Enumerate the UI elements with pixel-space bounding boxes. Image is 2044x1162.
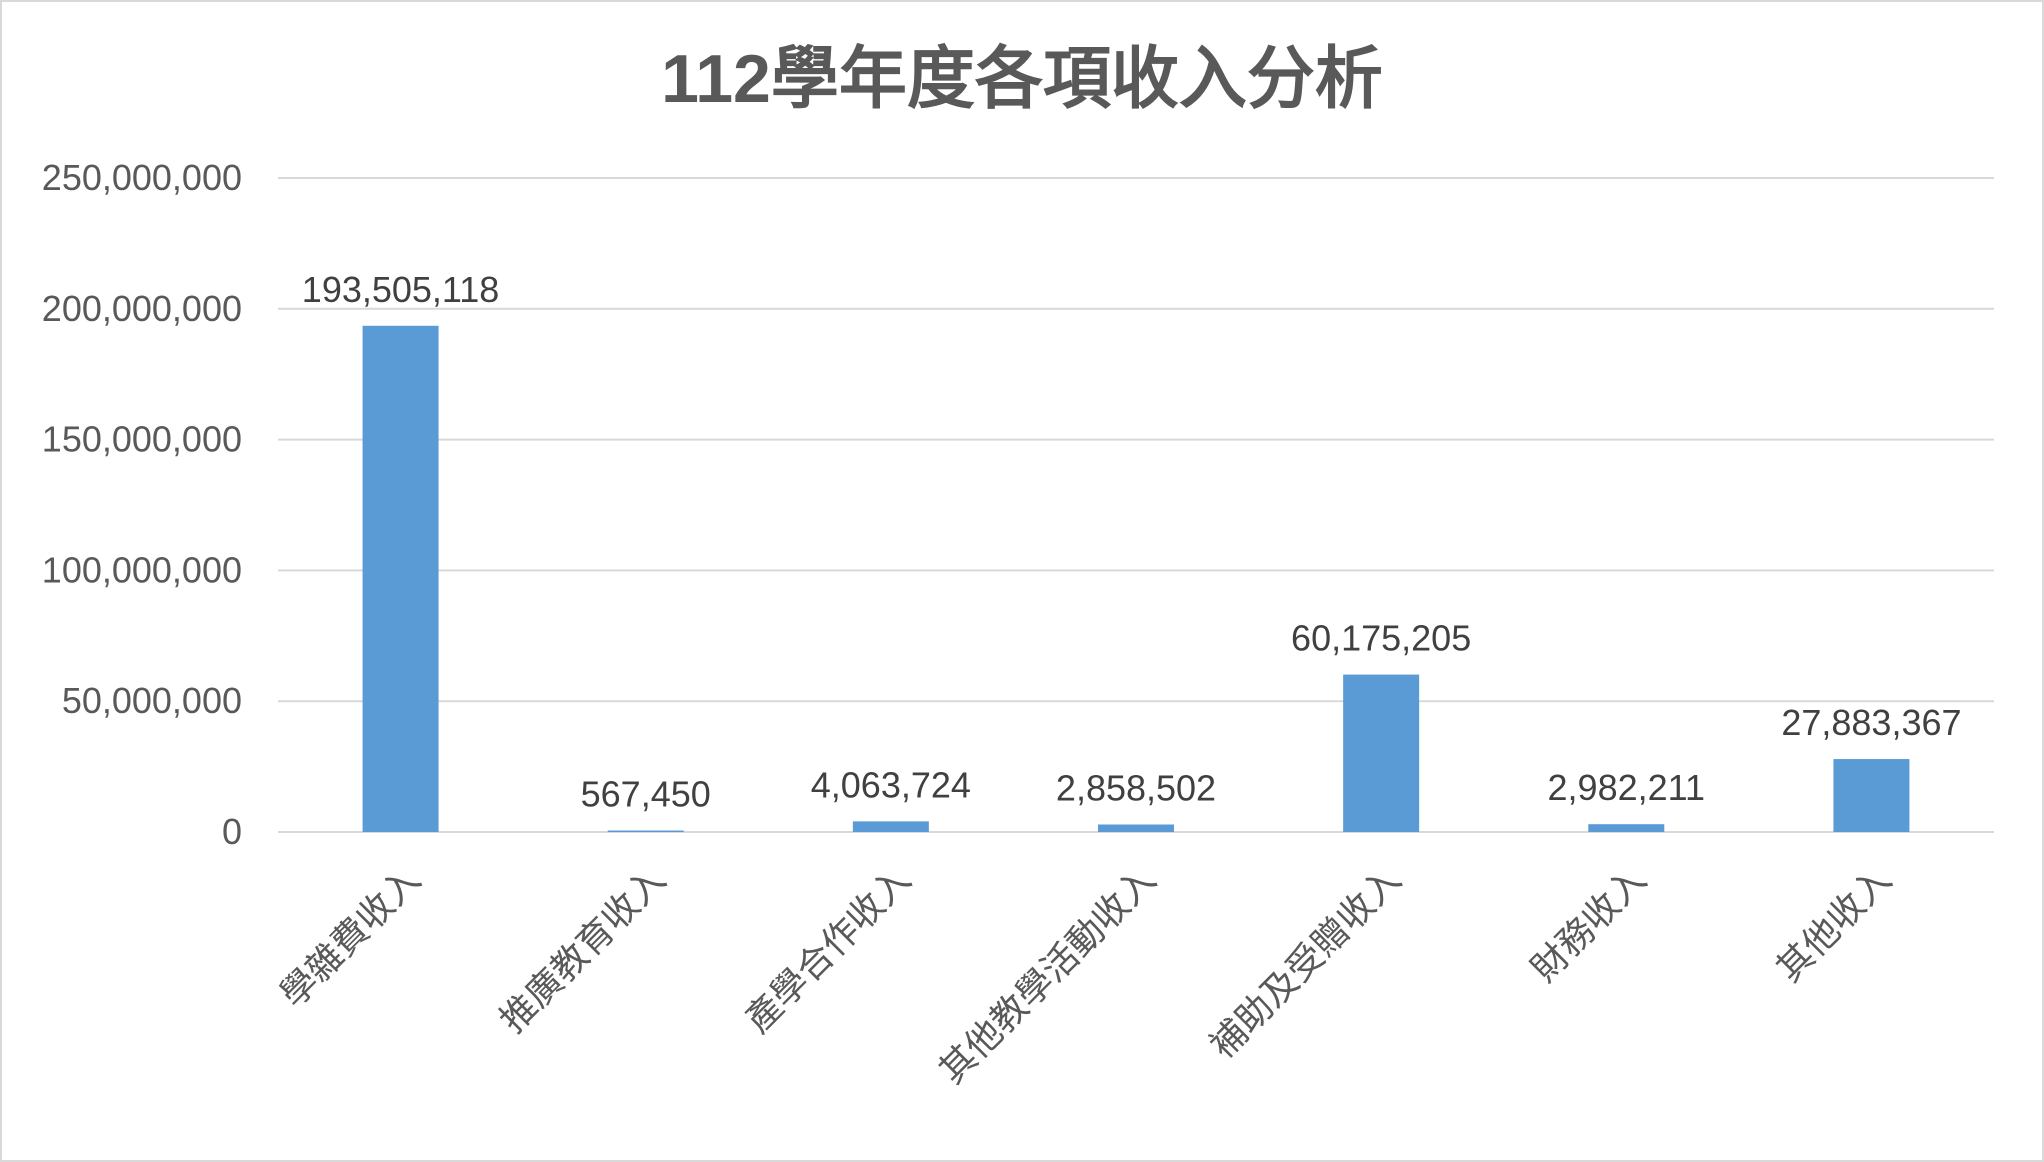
- data-label: 193,505,118: [302, 269, 500, 310]
- bar: [1588, 824, 1665, 832]
- y-tick-label: 100,000,000: [42, 549, 242, 590]
- data-label: 567,450: [581, 774, 711, 815]
- category-label: 其他教學活動收入: [932, 859, 1165, 1092]
- data-label: 4,063,724: [811, 764, 971, 805]
- data-label: 2,982,211: [1548, 767, 1705, 808]
- y-tick-label: 50,000,000: [62, 680, 242, 721]
- bar: [852, 821, 929, 832]
- chart-title: 112學年度各項收入分析: [661, 41, 1383, 117]
- category-label: 其他收入: [1769, 859, 1900, 990]
- gridlines: [278, 177, 1994, 833]
- y-tick-label: 150,000,000: [42, 419, 242, 460]
- data-labels: 193,505,118 567,450 4,063,724 2,858,502 60,1…: [302, 269, 1962, 815]
- category-label: 推廣教育收入: [492, 859, 674, 1041]
- bars: [362, 325, 1910, 832]
- data-label: 2,858,502: [1056, 768, 1216, 809]
- y-axis-tick-labels: 0 50,000,000 100,000,000 150,000,000 200,000…: [42, 157, 242, 852]
- data-label: 27,883,367: [1781, 702, 1961, 743]
- y-tick-label: 200,000,000: [42, 288, 242, 329]
- y-tick-label: 0: [222, 811, 242, 852]
- bar: [1833, 759, 1910, 832]
- bar: [362, 325, 439, 832]
- y-tick-label: 250,000,000: [42, 157, 242, 198]
- category-label: 補助及受贈收入: [1202, 859, 1409, 1066]
- bar: [1098, 824, 1174, 832]
- category-label: 學雜費收入: [273, 859, 429, 1015]
- category-label: 財務收入: [1524, 859, 1655, 990]
- category-label: 產學合作收入: [737, 859, 919, 1041]
- data-label: 60,175,205: [1291, 618, 1471, 659]
- x-axis-category-labels: 學雜費收入 推廣教育收入 產學合作收入 其他教學活動收入 補助及受贈收入 財務收入 其他收入: [273, 859, 1900, 1092]
- bar: [607, 830, 684, 832]
- bar: [1343, 674, 1420, 832]
